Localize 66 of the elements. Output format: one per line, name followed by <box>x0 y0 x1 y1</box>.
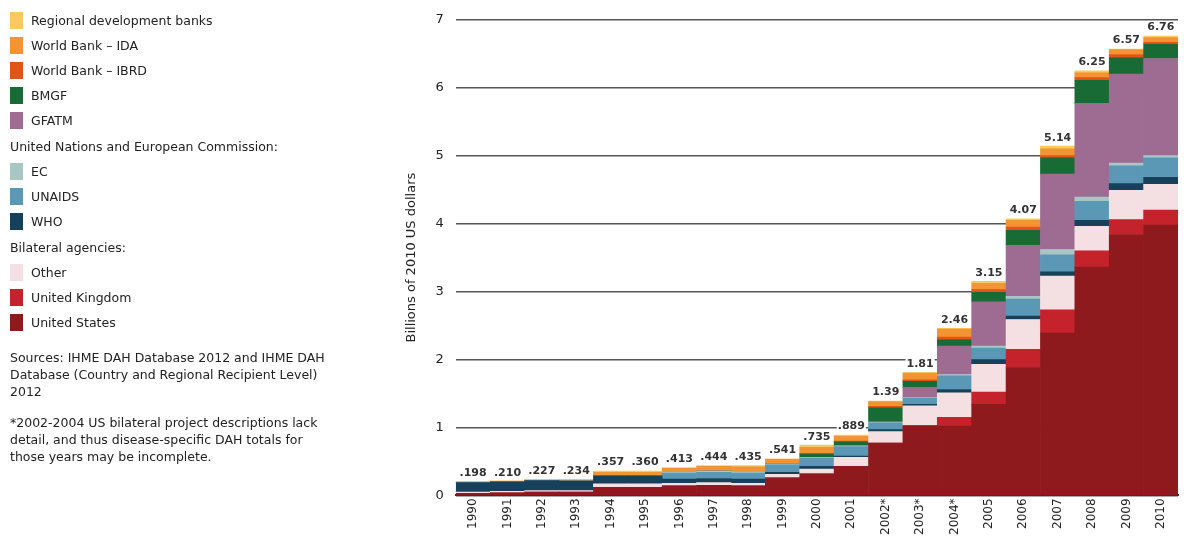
legend-label: EC <box>31 164 48 179</box>
x-tick-label: 1993 <box>568 498 583 530</box>
y-tick-label: 2 <box>435 350 444 366</box>
total-label: .541 <box>768 443 797 457</box>
x-tick-label: 2008 <box>1084 498 1099 530</box>
total-label: .210 <box>493 465 522 479</box>
x-tick-label: 2002* <box>877 498 892 536</box>
total-label: .357 <box>597 455 625 469</box>
x-tick-label: 2005 <box>981 498 995 530</box>
x-tick-label: 1992 <box>533 498 548 530</box>
x-tick-label: 1998 <box>740 498 755 530</box>
total-label: 6.25 <box>1078 55 1106 69</box>
x-tick-label: 2000 <box>809 498 824 530</box>
y-tick-label: 3 <box>435 282 444 298</box>
total-label: .227 <box>528 464 556 478</box>
total-label: .360 <box>631 455 659 469</box>
x-tick-label: 2010 <box>1152 498 1167 530</box>
x-tick-label: 1995 <box>637 498 652 530</box>
legend-label: United Kingdom <box>31 290 132 305</box>
text: United Nations and European Commission: <box>10 139 279 156</box>
total-label: 6.76 <box>1147 20 1175 34</box>
total-label: .413 <box>665 451 693 465</box>
y-tick-label: 7 <box>435 11 444 27</box>
y-tick-label: 0 <box>435 486 444 502</box>
text: *2002-2004 US bilateral project descriptions lack detail, and thus disease-specific DAH totals for those years may be incomplete. <box>10 414 319 465</box>
legend-label: United States <box>31 315 116 330</box>
x-tick-label: 1990 <box>465 498 480 530</box>
total-label: .889 <box>837 419 865 433</box>
x-tick-label: 2006 <box>1015 498 1030 530</box>
total-label: 6.57 <box>1112 33 1140 47</box>
legend-label: World Bank – IBRD <box>31 63 147 78</box>
x-tick-label: 2003* <box>912 498 927 536</box>
y-tick-label: 4 <box>435 215 444 231</box>
legend-label: BMGF <box>31 88 68 103</box>
total-label: .444 <box>700 449 728 463</box>
total-label: .735 <box>803 429 831 443</box>
y-tick-label: 6 <box>435 79 444 95</box>
legend-label: GFATM <box>31 113 73 128</box>
total-label: .234 <box>562 464 591 478</box>
x-tick-label: 1997 <box>705 498 720 530</box>
text: Bilateral agencies: <box>10 240 127 257</box>
total-label: 3.15 <box>975 265 1003 279</box>
total-label: 4.07 <box>1009 203 1037 217</box>
x-tick-label: 2001 <box>843 498 858 530</box>
total-label: .435 <box>734 449 762 463</box>
y-axis-title: Billions of 2010 US dollars <box>403 172 419 343</box>
x-tick-label: 2004* <box>946 498 961 536</box>
y-tick-label: 5 <box>435 147 444 163</box>
x-tick-label: 1996 <box>671 498 686 530</box>
legend-label: World Bank – IDA <box>31 38 139 53</box>
legend-label: WHO <box>31 214 63 229</box>
total-label: 1.39 <box>872 385 900 399</box>
x-tick-label: 2009 <box>1118 498 1133 530</box>
x-tick-label: 1999 <box>774 498 789 530</box>
x-tick-label: 1994 <box>602 498 617 530</box>
legend-label: Other <box>31 265 67 280</box>
x-tick-label: 2007 <box>1049 498 1064 530</box>
y-tick-label: 1 <box>435 418 444 434</box>
total-label: 2.46 <box>940 312 969 326</box>
total-label: 5.14 <box>1044 130 1072 144</box>
x-tick-label: 1991 <box>499 498 514 530</box>
total-label: .198 <box>459 466 487 480</box>
source-note: Sources: IHME DAH Database 2012 and IHME DAH Database (Country and Regional Recipient Level) 2012 <box>10 349 326 400</box>
legend-label: Regional development banks <box>31 13 213 28</box>
total-label: 1.81 <box>906 356 934 370</box>
legend-label: UNAIDS <box>31 189 80 204</box>
